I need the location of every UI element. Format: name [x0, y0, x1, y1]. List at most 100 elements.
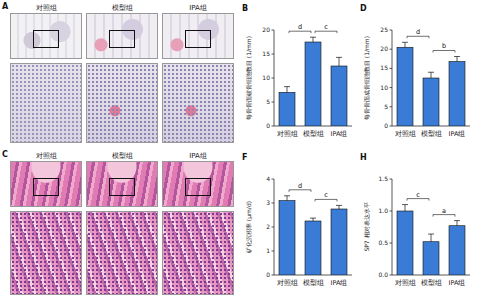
y-tick: [272, 54, 275, 55]
plot-area: [279, 37, 347, 126]
zoom-box: [33, 30, 59, 48]
error-bar-stem: [405, 42, 406, 47]
y-tick: [390, 49, 393, 50]
error-bar-cap: [402, 204, 408, 205]
panel-letter: A: [2, 2, 8, 11]
zoom-image: [162, 63, 234, 143]
bar: [279, 201, 295, 275]
error-bar-cap: [310, 218, 316, 219]
y-tick: [390, 68, 393, 69]
y-tick: [390, 211, 393, 212]
error-bar-stem: [405, 205, 406, 211]
significance-label: b: [442, 42, 446, 50]
y-tick: [390, 106, 393, 107]
y-tick-label: 1.5: [378, 175, 388, 182]
error-bar-cap: [428, 72, 434, 73]
panel-letter: B: [242, 4, 248, 13]
bar: [397, 211, 413, 275]
error-bar-stem: [431, 234, 432, 242]
bar: [331, 209, 347, 275]
y-tick: [272, 227, 275, 228]
error-bar-cap: [428, 234, 434, 235]
y-tick: [272, 78, 275, 79]
y-tick-label: 20: [380, 45, 388, 52]
y-tick-label: 2: [266, 223, 270, 230]
x-tick-label: IPA组: [331, 279, 348, 287]
error-bar: [454, 221, 460, 226]
y-tick: [272, 203, 275, 204]
significance-label: d: [298, 182, 302, 190]
y-axis-title: 每骨骨面破骨细胞数目 (1/mm): [245, 36, 252, 120]
y-axis-title: 矿化沉积率 (μm/d): [245, 201, 253, 254]
error-bar-cap: [310, 37, 316, 38]
y-tick-label: 15: [262, 50, 270, 57]
error-bar: [428, 234, 434, 242]
zoom-image: [10, 211, 82, 295]
overview-image: [10, 161, 82, 207]
significance-label: a: [442, 207, 446, 215]
significance-label: c: [416, 191, 420, 199]
bar: [331, 66, 347, 126]
y-tick-label: 25: [380, 26, 388, 33]
plot-area: [397, 205, 465, 275]
y-tick: [390, 275, 393, 276]
bar: [305, 42, 321, 126]
y-axis: [392, 179, 393, 275]
significance-bracket: [289, 190, 311, 192]
y-tick-label: 1.0: [378, 207, 388, 214]
bar: [423, 78, 439, 126]
error-bar: [336, 57, 342, 66]
significance-bracket: [407, 36, 429, 38]
error-bar: [310, 218, 316, 221]
bar: [449, 61, 465, 126]
y-tick: [390, 30, 393, 31]
significance-bracket: [289, 31, 311, 33]
plot-area: [397, 42, 465, 126]
y-tick: [272, 275, 275, 276]
zoom-box: [185, 30, 211, 48]
zoom-box: [109, 30, 135, 48]
plot-area: [279, 196, 347, 275]
y-tick: [272, 179, 275, 180]
error-bar-cap: [336, 57, 342, 58]
bar-chart: HSP7 相对表达水平0.00.51.01.5对照组模型组IPA组ca: [358, 151, 474, 297]
y-tick-label: 20: [262, 26, 270, 33]
zoom-box: [33, 178, 59, 196]
column-label: IPA组: [162, 151, 234, 161]
y-tick: [272, 30, 275, 31]
x-tick-label: 模型组: [421, 130, 442, 138]
y-tick: [272, 251, 275, 252]
bar: [449, 226, 465, 275]
error-bar-stem: [339, 205, 340, 209]
column-label: 对照组: [10, 151, 82, 161]
x-tick-label: 对照组: [277, 279, 298, 287]
y-tick-label: 0: [384, 122, 388, 129]
error-bar-cap: [454, 220, 460, 221]
error-bar: [402, 205, 408, 211]
significance-label: c: [324, 191, 328, 199]
significance-bracket: [407, 199, 429, 201]
y-tick-label: 5: [384, 103, 388, 110]
error-bar: [336, 205, 342, 209]
y-tick-label: 10: [380, 84, 388, 91]
error-bar: [284, 87, 290, 93]
column-label: 对照组: [10, 3, 82, 13]
y-tick: [272, 102, 275, 103]
bar: [305, 221, 321, 275]
x-tick-label: IPA组: [449, 279, 466, 287]
significance-bracket: [433, 50, 455, 52]
y-tick-label: 0: [266, 122, 270, 129]
error-bar-cap: [284, 195, 290, 196]
figure: A对照组模型组IPA组C对照组模型组IPA组B每骨骨面破骨细胞数目 (1/mm)…: [0, 0, 479, 300]
error-bar-cap: [402, 42, 408, 43]
panel-letter: D: [360, 4, 367, 13]
error-bar-stem: [431, 72, 432, 78]
error-bar-stem: [313, 218, 314, 221]
zoom-image: [162, 211, 234, 295]
y-tick-label: 0.0: [378, 271, 388, 278]
y-tick: [390, 179, 393, 180]
y-axis: [392, 30, 393, 126]
error-bar-stem: [457, 56, 458, 61]
column-label: IPA组: [162, 3, 234, 13]
panel-letter: F: [242, 153, 247, 162]
